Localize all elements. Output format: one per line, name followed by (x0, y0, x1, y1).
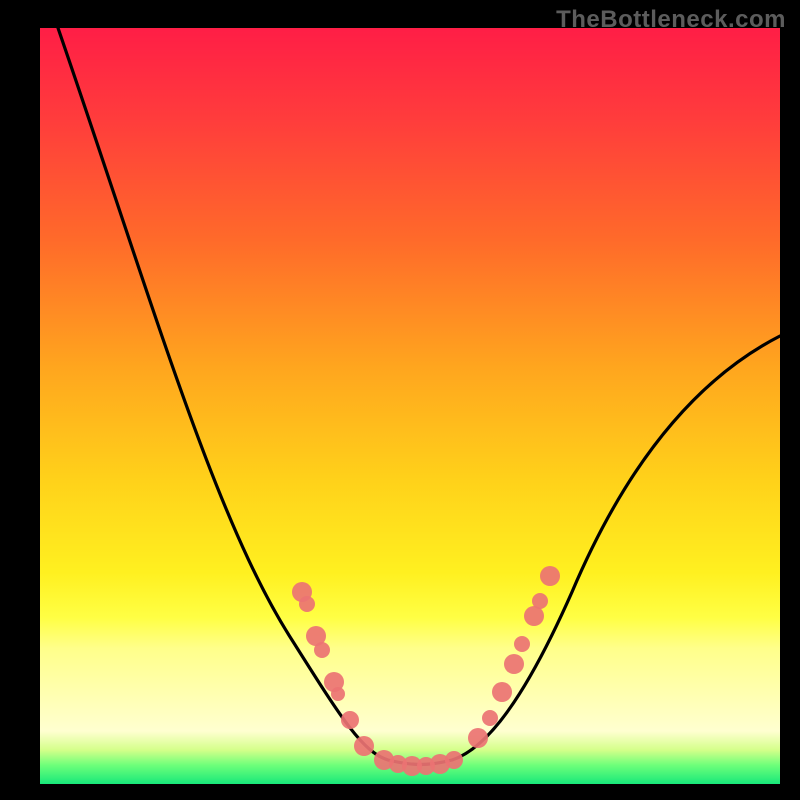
marker-right (532, 593, 548, 609)
marker-right (468, 728, 488, 748)
marker-left (299, 596, 315, 612)
marker-left (331, 687, 345, 701)
marker-right (514, 636, 530, 652)
plot-area (40, 28, 780, 784)
gradient-background (40, 28, 780, 784)
marker-right (524, 606, 544, 626)
marker-right (504, 654, 524, 674)
marker-left (354, 736, 374, 756)
chart-container: TheBottleneck.com (0, 0, 800, 800)
marker-right (482, 710, 498, 726)
marker-bottom (445, 751, 463, 769)
marker-left (314, 642, 330, 658)
marker-right (540, 566, 560, 586)
marker-left (341, 711, 359, 729)
bottleneck-chart (0, 0, 800, 800)
marker-right (492, 682, 512, 702)
watermark-text: TheBottleneck.com (556, 6, 786, 34)
